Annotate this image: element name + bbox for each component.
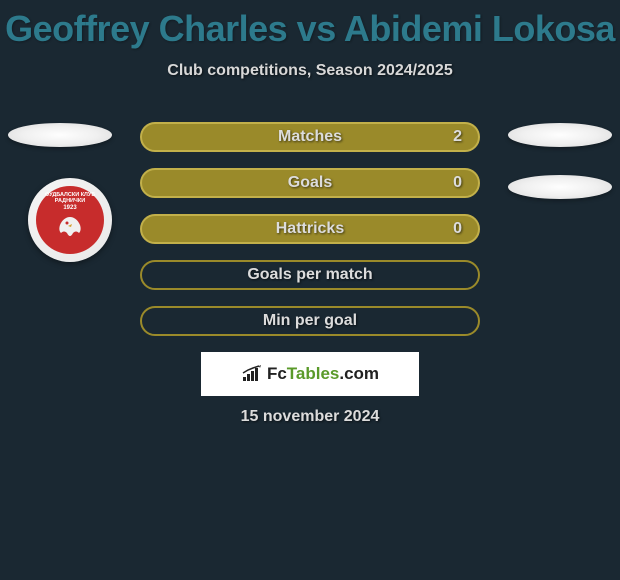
brand-com: .com bbox=[339, 364, 379, 383]
eagle-icon bbox=[54, 213, 86, 241]
player-right-placeholder-2 bbox=[508, 175, 612, 199]
stat-matches: Matches 2 bbox=[140, 122, 480, 152]
stat-hattricks: Hattricks 0 bbox=[140, 214, 480, 244]
brand-tables: Tables bbox=[287, 364, 340, 383]
stat-goals-per-match: Goals per match bbox=[140, 260, 480, 290]
stats-area: Matches 2 Goals 0 Hattricks 0 Goals per … bbox=[140, 122, 480, 352]
player-right-placeholder-1 bbox=[508, 123, 612, 147]
stat-goals-label: Goals bbox=[288, 174, 332, 192]
page-title: Geoffrey Charles vs Abidemi Lokosa bbox=[0, 0, 620, 50]
brand-box[interactable]: FcTables.com bbox=[201, 352, 419, 396]
brand-fc: Fc bbox=[267, 364, 287, 383]
stat-matches-label: Matches bbox=[278, 128, 342, 146]
date-text: 15 november 2024 bbox=[0, 408, 620, 426]
chart-icon bbox=[241, 365, 263, 383]
stat-gpm-label: Goals per match bbox=[247, 266, 372, 284]
stat-matches-value: 2 bbox=[453, 128, 462, 146]
brand-text: FcTables.com bbox=[267, 364, 379, 384]
club-badge-inner: ФУДБАЛСКИ КЛУБ РАДНИЧКИ 1923 bbox=[36, 186, 104, 254]
player-left-placeholder bbox=[8, 123, 112, 147]
badge-year: 1923 bbox=[63, 205, 76, 211]
badge-line2: РАДНИЧКИ bbox=[55, 198, 85, 204]
stat-mpg-label: Min per goal bbox=[263, 312, 357, 330]
club-badge: ФУДБАЛСКИ КЛУБ РАДНИЧКИ 1923 bbox=[28, 178, 112, 262]
stat-min-per-goal: Min per goal bbox=[140, 306, 480, 336]
subtitle: Club competitions, Season 2024/2025 bbox=[0, 62, 620, 80]
stat-goals: Goals 0 bbox=[140, 168, 480, 198]
stat-hattricks-label: Hattricks bbox=[276, 220, 344, 238]
stat-hattricks-value: 0 bbox=[453, 220, 462, 238]
stat-goals-value: 0 bbox=[453, 174, 462, 192]
